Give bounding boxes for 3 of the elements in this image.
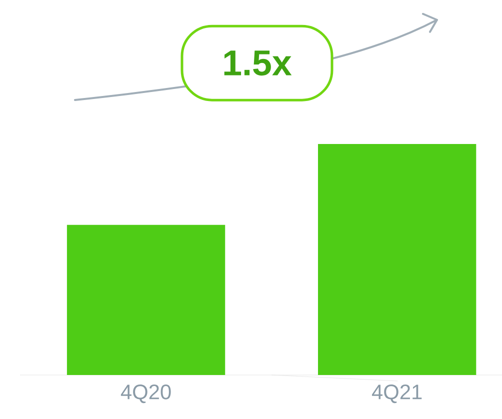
x-tick-label: 4Q20 <box>120 384 171 404</box>
x-tick-label: 4Q21 <box>372 384 422 404</box>
text: 1.5x <box>224 50 292 76</box>
